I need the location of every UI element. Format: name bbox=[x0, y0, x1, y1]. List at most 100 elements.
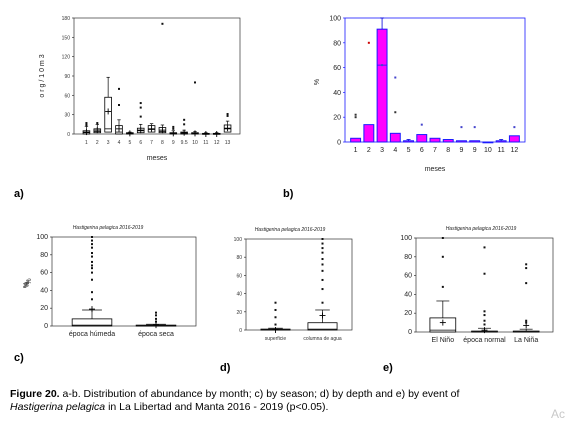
ytick-label-d: 60 bbox=[236, 273, 242, 279]
ytick-label-d: 20 bbox=[236, 310, 242, 316]
outlier-d bbox=[321, 278, 324, 281]
point-b bbox=[513, 126, 516, 129]
ytick-label-c: 20 bbox=[40, 305, 48, 312]
bar-b bbox=[456, 140, 467, 143]
ytick-label-c: 40 bbox=[40, 287, 48, 294]
outlier-e bbox=[441, 237, 444, 239]
outlier-e bbox=[483, 314, 486, 317]
point-b bbox=[420, 123, 423, 126]
xtick-label-a: 13 bbox=[225, 140, 231, 146]
bar-b bbox=[495, 140, 507, 143]
xtick-label-a: 11 bbox=[203, 140, 208, 146]
ytick-label-a: 120 bbox=[62, 55, 71, 61]
ytick-label-a: 60 bbox=[64, 93, 70, 99]
outlier-e bbox=[441, 285, 444, 288]
bar-b bbox=[482, 141, 494, 144]
frame-a bbox=[73, 17, 241, 135]
ytick-label-d: 80 bbox=[236, 255, 242, 261]
outlier-a bbox=[85, 123, 88, 126]
frame-d bbox=[245, 238, 353, 331]
panel-label-c: c) bbox=[14, 352, 24, 364]
outlier-a bbox=[183, 118, 186, 121]
xtick-label-a: 5 bbox=[128, 140, 131, 146]
outlier-a bbox=[172, 127, 175, 130]
outlier-d bbox=[321, 247, 324, 250]
ytick-label-d: 40 bbox=[236, 292, 242, 298]
xtick-label-b: 1 bbox=[354, 147, 358, 154]
ytick-label-c: 0 bbox=[44, 323, 48, 330]
ytick-label-b: 20 bbox=[333, 115, 341, 122]
bar-b bbox=[389, 132, 401, 143]
ytick-label-d: 0 bbox=[239, 328, 242, 334]
watermark: Ac bbox=[550, 407, 565, 421]
ylabel-c: % bbox=[26, 278, 33, 284]
outlier-c bbox=[91, 243, 93, 246]
ytick-label-e: 60 bbox=[404, 273, 412, 280]
outlier-a bbox=[226, 114, 229, 117]
outlier-c bbox=[91, 252, 93, 255]
outlier-a bbox=[118, 87, 120, 90]
box-d bbox=[307, 322, 338, 331]
title-e: Hastigerina pelagica 2016-2019 bbox=[446, 226, 517, 232]
outlier-a bbox=[139, 102, 142, 105]
ytick-label-b: 0 bbox=[337, 140, 341, 147]
xtick-label-b: 4 bbox=[393, 147, 397, 154]
ytick-label-e: 40 bbox=[404, 291, 412, 298]
xtick-label-b: 12 bbox=[510, 147, 518, 154]
xtick-label-a: 6 bbox=[139, 140, 142, 146]
outlier-c bbox=[91, 239, 93, 242]
caption-tail: in La Libertad and Manta 2016 - 2019 (p<… bbox=[105, 401, 329, 413]
outlier-a bbox=[161, 22, 164, 25]
xtick-label-b: 10 bbox=[484, 147, 492, 154]
bar-b bbox=[403, 140, 415, 143]
ytick-label-e: 80 bbox=[404, 254, 412, 261]
panel-label-b: b) bbox=[283, 188, 294, 200]
caption-text: a-b. Distribution of abundance by month;… bbox=[59, 388, 460, 400]
bar-b bbox=[376, 28, 388, 143]
outlier-d bbox=[321, 258, 324, 261]
ytick-label-b: 60 bbox=[333, 65, 341, 72]
xtick-label-a: 8 bbox=[161, 140, 164, 146]
panel-label-e: e) bbox=[383, 362, 393, 374]
ylabel-d: % bbox=[24, 281, 31, 287]
xtick-label-a: 9 bbox=[172, 140, 175, 146]
outlier-e bbox=[441, 255, 444, 258]
point-b bbox=[473, 126, 476, 129]
ytick-label-b: 80 bbox=[333, 40, 341, 47]
outlier-a bbox=[139, 106, 142, 109]
ytick-label-b: 100 bbox=[329, 16, 341, 23]
bar-b bbox=[363, 124, 375, 143]
figure-caption: Figure 20. a-b. Distribution of abundanc… bbox=[10, 388, 562, 414]
outlier-e bbox=[483, 310, 486, 313]
point-b bbox=[367, 41, 370, 44]
xtick-label-a: 9.5 bbox=[181, 140, 188, 146]
ytick-label-a: 180 bbox=[62, 16, 71, 22]
point-b bbox=[394, 76, 397, 79]
outlier-d bbox=[321, 263, 324, 266]
xtick-label-a: 12 bbox=[214, 140, 220, 146]
outlier-a bbox=[139, 115, 142, 118]
ytick-label-e: 20 bbox=[404, 310, 412, 317]
outlier-d bbox=[321, 269, 324, 272]
bar-b bbox=[469, 140, 481, 143]
bar-b bbox=[416, 134, 428, 143]
outlier-c bbox=[91, 260, 93, 263]
outlier-d bbox=[274, 301, 277, 304]
frame-c bbox=[51, 236, 197, 327]
title-c: Hastigerina pelagica 2016-2019 bbox=[73, 225, 144, 231]
outlier-d bbox=[274, 308, 277, 311]
xlabel-b: meses bbox=[425, 166, 446, 173]
point-b bbox=[394, 111, 397, 114]
ytick-label-a: 30 bbox=[64, 113, 70, 119]
outlier-c bbox=[91, 255, 93, 258]
outlier-e bbox=[525, 282, 528, 285]
outlier-c bbox=[91, 236, 93, 238]
bar-b bbox=[442, 139, 454, 143]
box-a bbox=[104, 96, 112, 133]
xtick-label-b: 9 bbox=[460, 147, 464, 154]
xtick-label-b: 2 bbox=[367, 147, 371, 154]
xtick-label-a: 7 bbox=[150, 140, 153, 146]
bar-b bbox=[429, 137, 441, 143]
outlier-c bbox=[91, 271, 93, 274]
